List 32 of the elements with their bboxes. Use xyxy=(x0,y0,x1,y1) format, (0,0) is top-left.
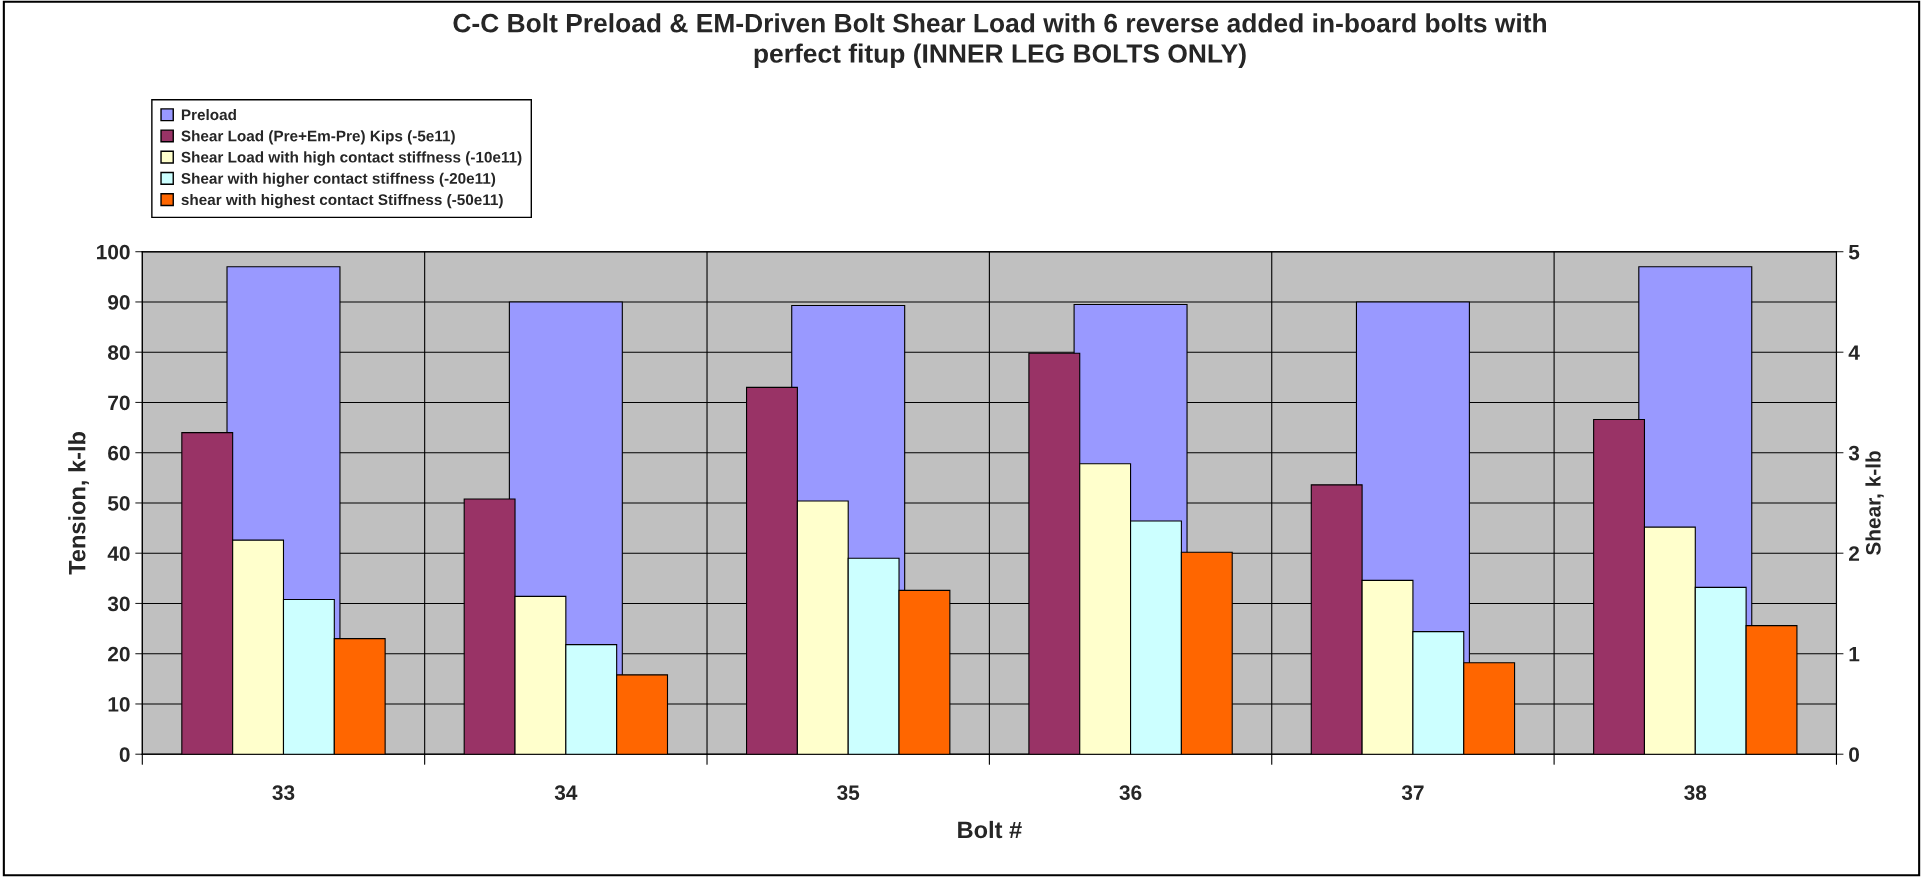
y-tick-label: 0 xyxy=(119,747,130,762)
y-tick-label: 40 xyxy=(107,546,130,561)
chart-title: C-C Bolt Preload & EM-Driven Bolt Shear Load with 6 reverse added in-board bolts with perfect fitup (INNER LEG BOLTS ONLY) xyxy=(453,13,1546,69)
y2-tick-label: 0 xyxy=(1849,747,1859,762)
legend-label: Preload xyxy=(181,108,236,121)
y-tick-label: 60 xyxy=(108,445,130,461)
legend-label: Shear Load (Pre+Em-Pre) Kips (-5e11) xyxy=(181,130,455,145)
legend-label: Shear Load with high contact stiffness (-10e11) xyxy=(181,151,522,166)
y2-tick-label: 4 xyxy=(1848,345,1860,360)
x-tick-label: 38 xyxy=(1684,785,1707,801)
y2-axis-title: Shear, k-lb xyxy=(1865,451,1884,556)
x-tick-label: 35 xyxy=(837,785,860,801)
x-axis-title: Bolt # xyxy=(958,820,1022,839)
legend-label: Shear with higher contact stiffness (-20e11) xyxy=(181,172,496,187)
x-tick-label: 36 xyxy=(1119,785,1142,801)
y-tick-label: 50 xyxy=(107,495,130,511)
x-tick-label: 34 xyxy=(554,785,578,801)
y2-tick-label: 1 xyxy=(1849,646,1860,662)
x-tick-label: 37 xyxy=(1401,785,1424,801)
y-axis-title: Tension, k-lb xyxy=(68,431,89,575)
x-tick-label: 33 xyxy=(272,785,295,801)
y-tick-label: 20 xyxy=(108,646,130,662)
y2-tick-label: 2 xyxy=(1848,546,1860,561)
y2-tick-label: 3 xyxy=(1848,445,1860,461)
y-tick-label: 90 xyxy=(108,294,130,310)
y-tick-label: 80 xyxy=(107,345,130,360)
y2-tick-label: 5 xyxy=(1848,244,1860,260)
y-tick-label: 30 xyxy=(107,596,130,612)
y-tick-label: 70 xyxy=(108,395,130,411)
y-tick-label: 10 xyxy=(108,696,130,712)
y-tick-label: 100 xyxy=(97,244,130,260)
legend-label: shear with highest contact Stiffness (-50e11) xyxy=(181,193,503,209)
